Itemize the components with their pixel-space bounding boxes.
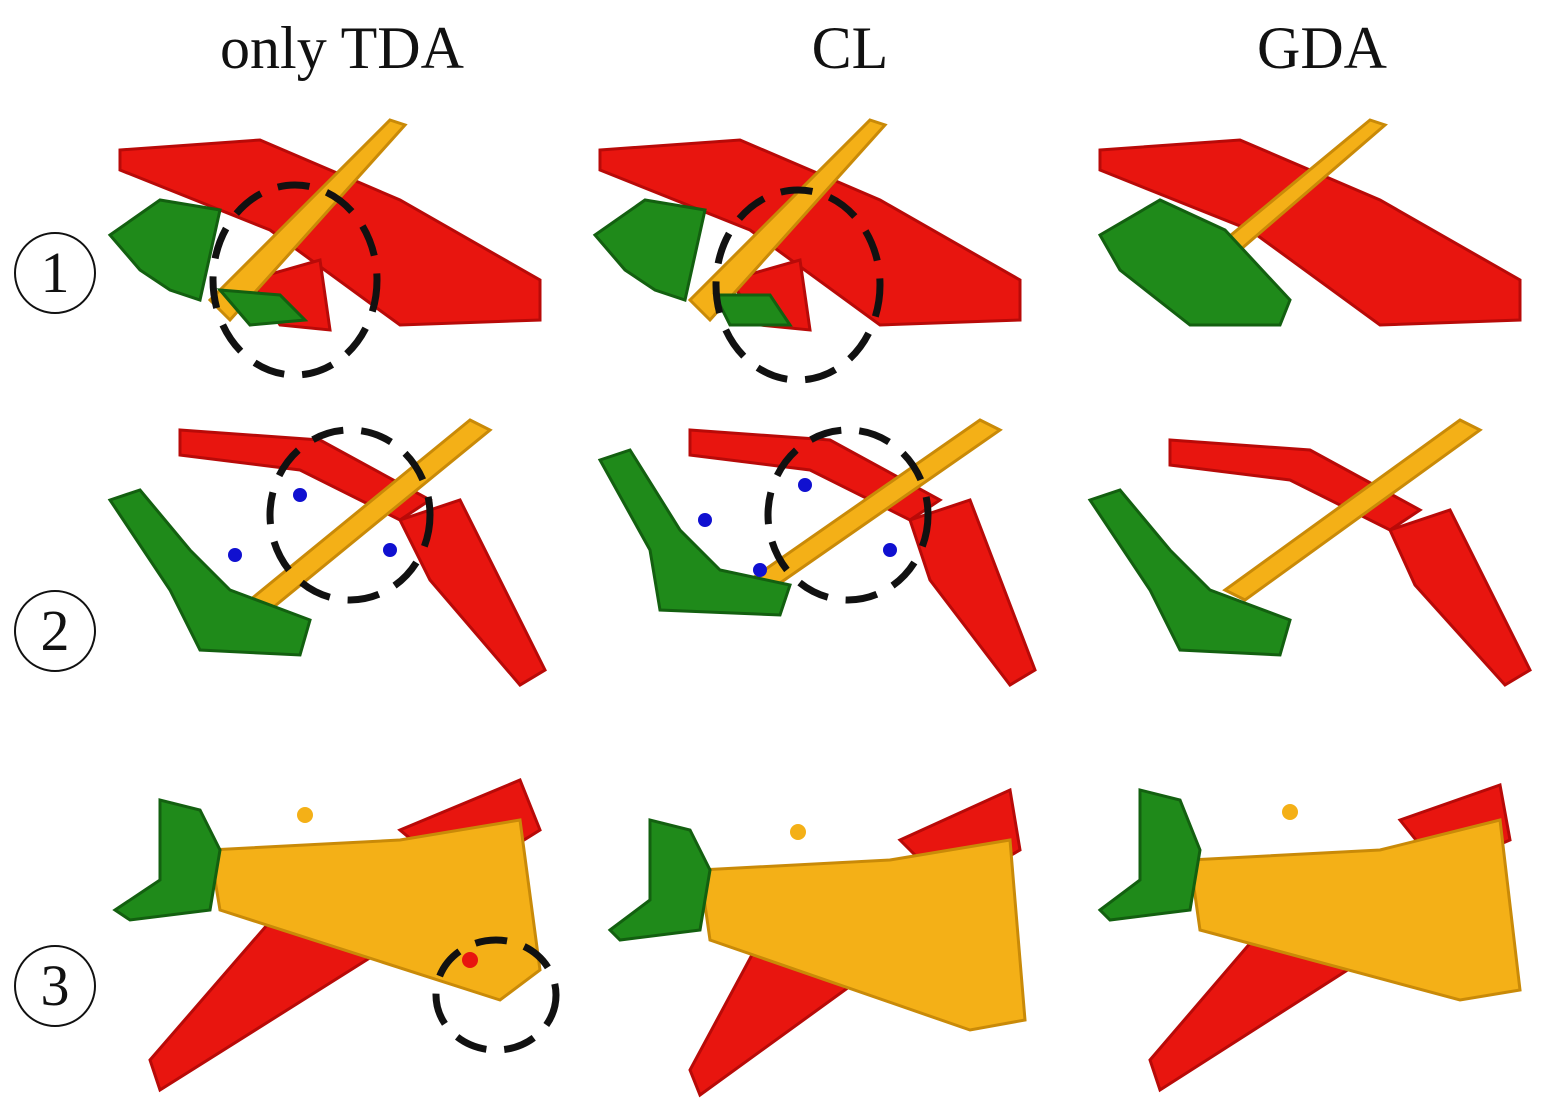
- point-cloud-row3-gda: [1080, 770, 1540, 1100]
- point-cloud-row1-cl: [580, 100, 1040, 400]
- column-header-gda: GDA: [1257, 15, 1387, 81]
- row-marker-3: 3: [14, 945, 96, 1027]
- column-header-cl: CL: [811, 15, 889, 81]
- point-cloud-row1-gda: [1080, 100, 1540, 400]
- point-cloud-row1-only-tda: [100, 100, 560, 400]
- point-cloud-row2-only-tda: [100, 410, 560, 700]
- point-cloud-row2-gda: [1080, 410, 1540, 700]
- row-marker-1: 1: [14, 232, 96, 314]
- column-header-only-tda: only TDA: [220, 15, 464, 81]
- point-cloud-row3-only-tda: [100, 770, 560, 1100]
- point-cloud-row3-cl: [580, 770, 1040, 1100]
- row-marker-2: 2: [14, 590, 96, 672]
- point-cloud-row2-cl: [580, 410, 1040, 700]
